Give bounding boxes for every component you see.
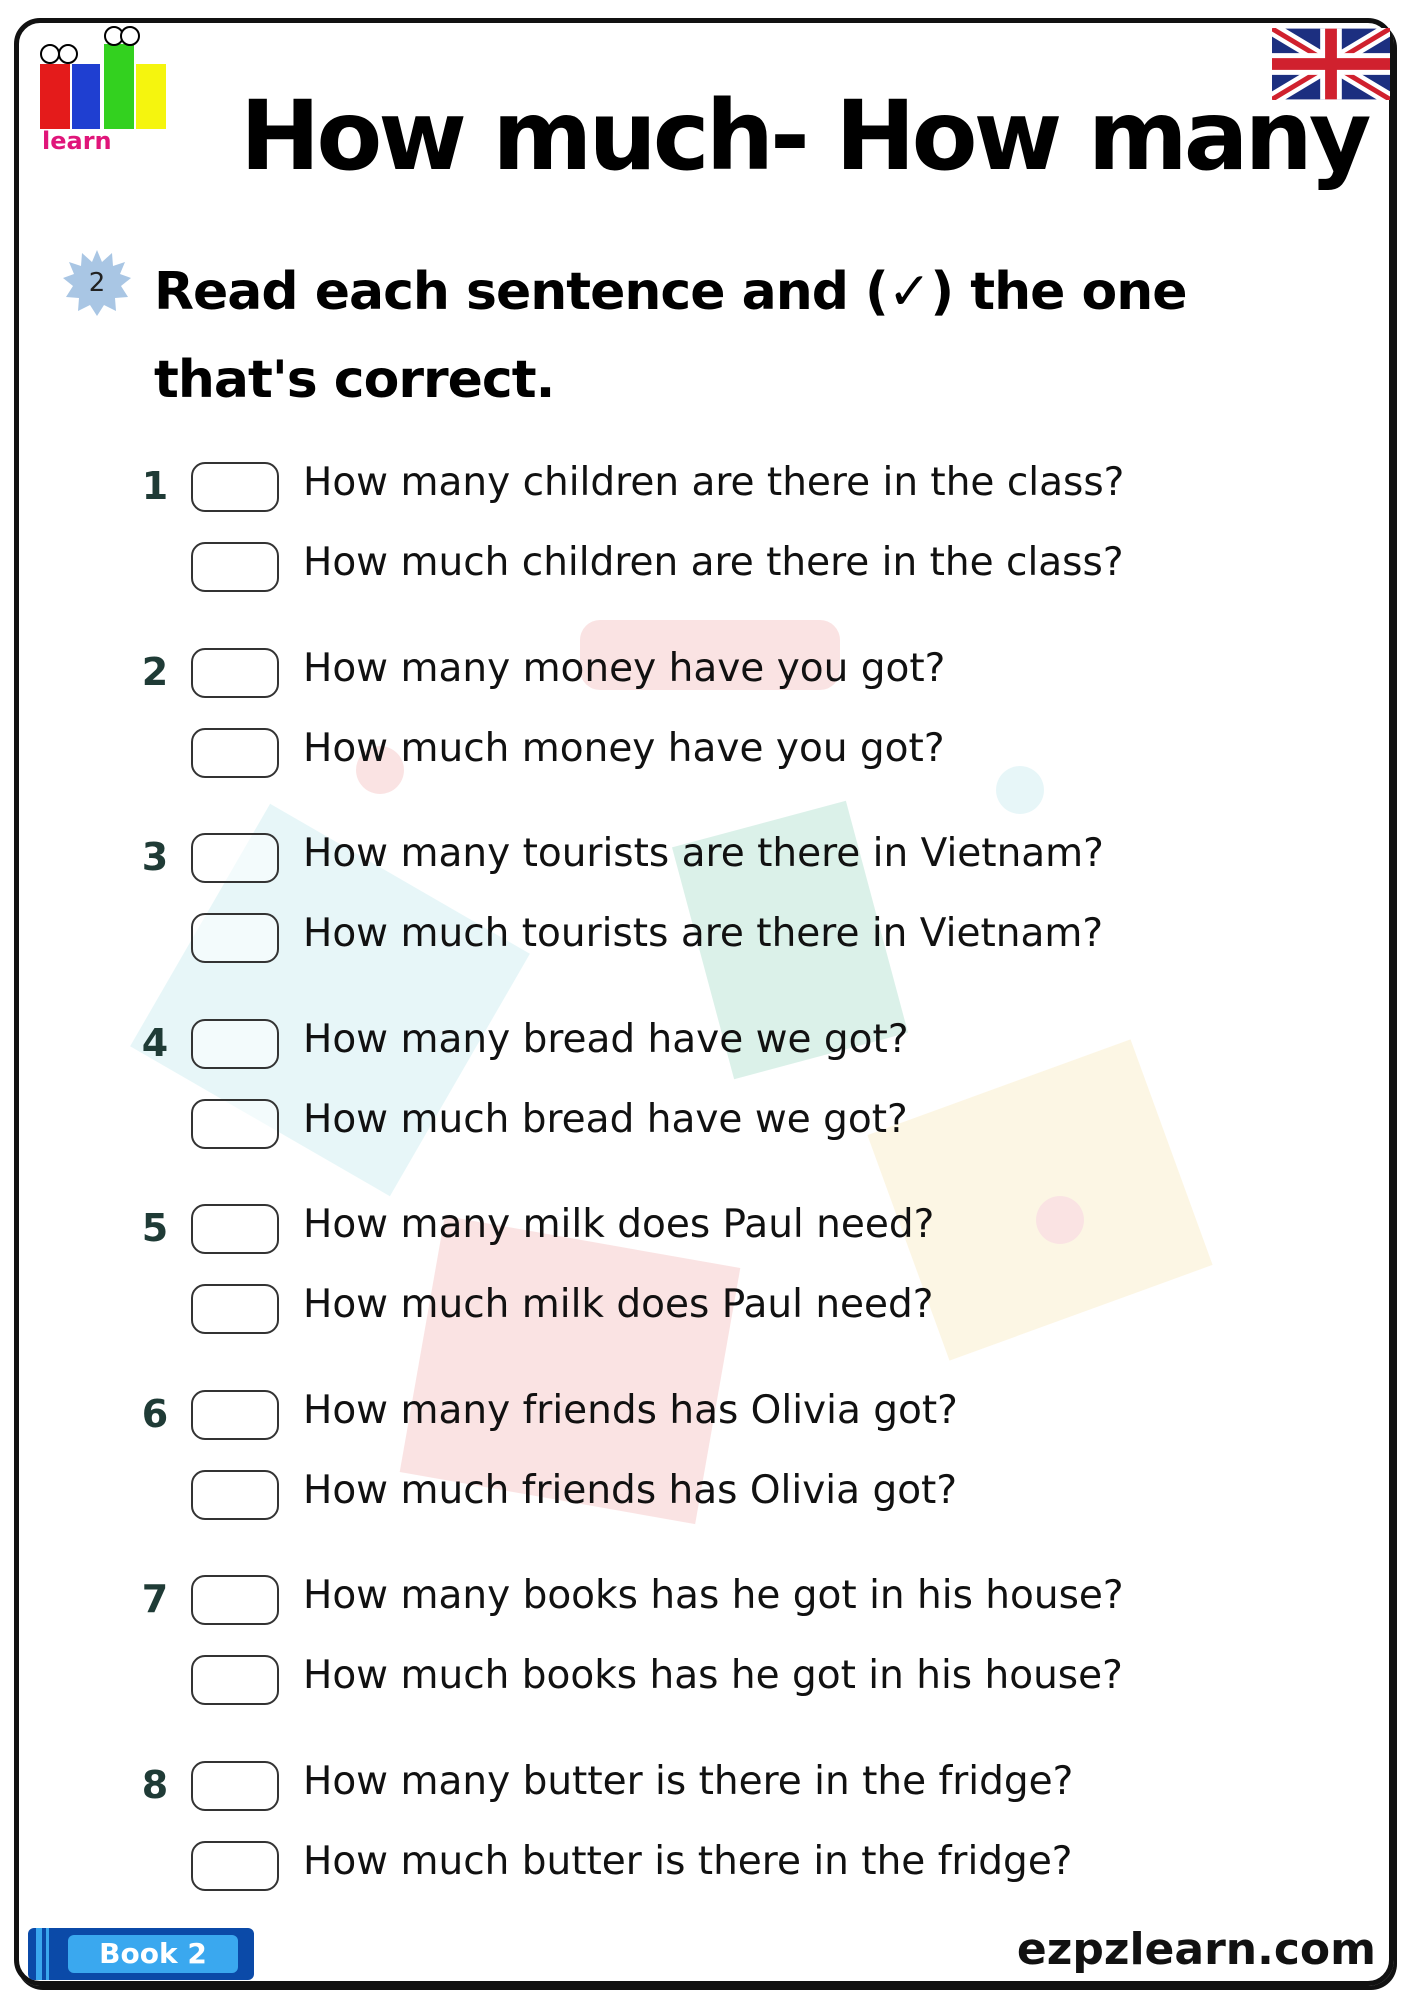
- answer-checkbox[interactable]: [191, 1284, 279, 1334]
- book-label-badge: Book 2: [28, 1928, 254, 1980]
- exercise-number-badge: 2: [62, 248, 132, 318]
- answer-checkbox[interactable]: [191, 1655, 279, 1705]
- answer-option-text: How much bread have we got?: [303, 1096, 908, 1142]
- answer-checkbox[interactable]: [191, 913, 279, 963]
- answer-option-text: How many children are there in the class…: [303, 460, 1125, 505]
- answer-option-text: How many milk does Paul need?: [303, 1202, 935, 1247]
- answer-checkbox[interactable]: [191, 1389, 279, 1440]
- answer-option-text: How much money have you got?: [303, 725, 945, 771]
- answer-checkbox[interactable]: [191, 647, 279, 698]
- svg-text:learn: learn: [42, 127, 112, 154]
- answer-option-text: How many bread have we got?: [303, 1016, 909, 1062]
- question-number: 5: [141, 1206, 169, 1250]
- answer-option-text: How many tourists are there in Vietnam?: [303, 831, 1104, 876]
- ezpz-logo: learn: [40, 26, 166, 154]
- instruction-text: Read each sentence and (✓) the one that'…: [154, 262, 1188, 410]
- answer-option-text: How many friends has Olivia got?: [303, 1387, 958, 1433]
- answer-checkbox[interactable]: [191, 727, 279, 778]
- worksheet-frame: [14, 18, 1394, 1986]
- question-number: 2: [141, 649, 169, 694]
- page-title: How much- How many: [240, 80, 1371, 192]
- answer-option-text: How much butter is there in the fridge?: [303, 1838, 1073, 1884]
- answer-option-text: How many butter is there in the fridge?: [303, 1758, 1074, 1804]
- question-number: 7: [141, 1577, 169, 1621]
- answer-option-text: How many books has he got in his house?: [303, 1573, 1124, 1618]
- answer-checkbox[interactable]: [191, 462, 279, 512]
- answer-checkbox[interactable]: [191, 1840, 279, 1891]
- book-spine-stripe: [36, 1928, 42, 1980]
- books-background-watermark: [130, 620, 1213, 1525]
- question-number: 4: [141, 1020, 169, 1065]
- answer-option-text: How much milk does Paul need?: [303, 1282, 934, 1327]
- answer-option-text: How much books has he got in his house?: [303, 1653, 1123, 1698]
- answer-option-text: How much children are there in the class…: [303, 540, 1124, 585]
- answer-option-text: How many money have you got?: [303, 645, 946, 691]
- starburst-icon: [63, 250, 131, 316]
- uk-flag-icon: [1272, 28, 1390, 100]
- answer-checkbox[interactable]: [191, 1760, 279, 1811]
- question-number: 1: [141, 464, 169, 508]
- answer-option-text: How much friends has Olivia got?: [303, 1467, 958, 1513]
- answer-checkbox[interactable]: [191, 1098, 279, 1149]
- exercise-number: 2: [88, 268, 106, 298]
- answer-checkbox[interactable]: [191, 1204, 279, 1254]
- answer-checkbox[interactable]: [191, 833, 279, 883]
- website-url: ezpzlearn.com: [1016, 1924, 1376, 1975]
- question-number: 8: [141, 1762, 169, 1807]
- answer-option-text: How much tourists are there in Vietnam?: [303, 911, 1104, 956]
- book-label: Book 2: [68, 1935, 238, 1973]
- answer-checkbox[interactable]: [191, 542, 279, 592]
- answer-checkbox[interactable]: [191, 1018, 279, 1069]
- answer-checkbox[interactable]: [191, 1575, 279, 1625]
- book-spine-stripe: [46, 1928, 49, 1980]
- question-number: 6: [141, 1391, 169, 1436]
- question-number: 3: [141, 835, 169, 879]
- answer-checkbox[interactable]: [191, 1469, 279, 1520]
